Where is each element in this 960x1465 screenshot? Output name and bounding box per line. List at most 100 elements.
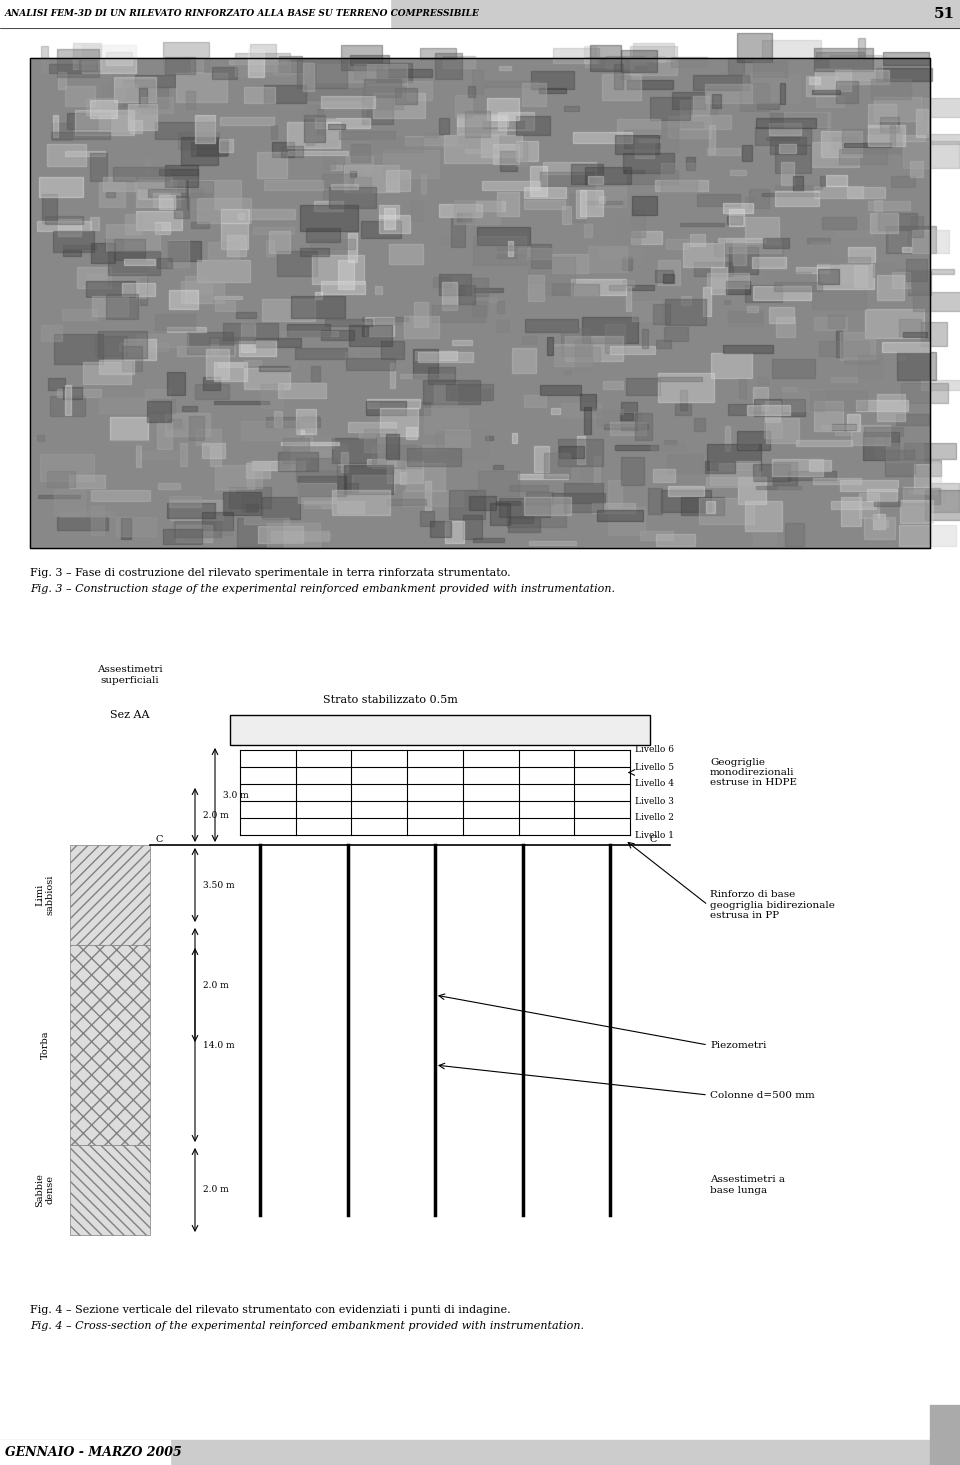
Bar <box>170 501 223 520</box>
Bar <box>874 262 895 277</box>
Bar <box>473 236 526 265</box>
Bar <box>191 142 227 155</box>
Bar <box>350 170 356 177</box>
Bar <box>796 440 852 445</box>
Bar <box>348 422 396 432</box>
Bar <box>384 208 396 229</box>
Bar <box>342 45 382 70</box>
Bar <box>903 486 945 502</box>
Bar <box>454 201 500 224</box>
Bar <box>36 435 44 441</box>
Bar <box>611 346 655 355</box>
Bar <box>694 419 705 431</box>
Bar <box>302 505 321 516</box>
Bar <box>617 119 660 133</box>
Bar <box>167 502 215 519</box>
Bar <box>165 57 195 73</box>
Bar <box>415 144 467 146</box>
Bar <box>711 94 721 108</box>
Bar <box>586 57 625 67</box>
Bar <box>79 60 97 72</box>
Bar <box>870 212 898 233</box>
Bar <box>157 258 172 268</box>
Bar <box>588 176 603 185</box>
Bar <box>321 281 365 294</box>
Bar <box>217 516 232 535</box>
Bar <box>180 136 218 166</box>
Bar <box>543 163 596 174</box>
Bar <box>626 286 631 311</box>
Bar <box>811 89 840 94</box>
Bar <box>550 347 600 372</box>
Bar <box>318 64 374 82</box>
Bar <box>114 76 156 103</box>
Bar <box>414 302 427 327</box>
Bar <box>379 205 398 218</box>
Bar <box>712 524 719 536</box>
Bar <box>900 500 933 523</box>
Bar <box>482 180 540 189</box>
Bar <box>476 201 505 211</box>
Bar <box>186 91 196 108</box>
Bar <box>842 129 900 152</box>
Bar <box>531 70 574 89</box>
Bar <box>604 423 648 429</box>
Bar <box>769 123 801 135</box>
Bar <box>65 151 105 157</box>
Bar <box>822 217 856 229</box>
Bar <box>708 272 750 287</box>
Bar <box>728 59 744 75</box>
Bar <box>420 48 456 60</box>
Bar <box>224 492 261 516</box>
Bar <box>180 281 224 303</box>
Bar <box>860 501 876 504</box>
Text: GENNAIO - MARZO 2005: GENNAIO - MARZO 2005 <box>5 1446 181 1459</box>
Bar <box>436 431 489 459</box>
Bar <box>621 457 644 485</box>
Bar <box>690 233 705 246</box>
Bar <box>659 261 681 286</box>
Bar <box>639 139 660 142</box>
Bar <box>247 461 262 488</box>
Bar <box>486 435 492 439</box>
Bar <box>86 281 135 297</box>
Bar <box>570 164 604 183</box>
Bar <box>59 72 66 89</box>
Bar <box>765 400 780 422</box>
Bar <box>264 180 324 190</box>
Bar <box>787 472 836 479</box>
Bar <box>666 239 688 249</box>
Bar <box>130 397 152 406</box>
Bar <box>499 66 511 70</box>
Bar <box>906 259 926 281</box>
Bar <box>300 205 358 231</box>
Bar <box>614 64 623 89</box>
Bar <box>518 248 551 259</box>
Bar <box>466 278 488 296</box>
Bar <box>784 113 830 127</box>
Bar <box>844 144 891 148</box>
Bar <box>215 489 235 494</box>
Bar <box>681 223 725 226</box>
Bar <box>731 170 746 176</box>
Bar <box>360 340 403 355</box>
Bar <box>158 168 198 174</box>
Bar <box>882 51 929 64</box>
Bar <box>683 243 724 267</box>
Bar <box>306 130 314 145</box>
Bar <box>354 64 387 79</box>
Bar <box>122 283 156 296</box>
Bar <box>522 335 536 344</box>
Bar <box>853 265 867 287</box>
Bar <box>452 390 490 400</box>
Bar <box>546 337 553 356</box>
Bar <box>214 401 269 404</box>
Bar <box>624 130 660 148</box>
Bar <box>380 407 419 437</box>
Bar <box>130 120 141 133</box>
Bar <box>827 176 847 186</box>
Bar <box>221 209 249 223</box>
Bar <box>727 239 780 253</box>
Text: Assestimetri a
base lunga: Assestimetri a base lunga <box>710 1175 785 1194</box>
Bar <box>781 387 797 391</box>
